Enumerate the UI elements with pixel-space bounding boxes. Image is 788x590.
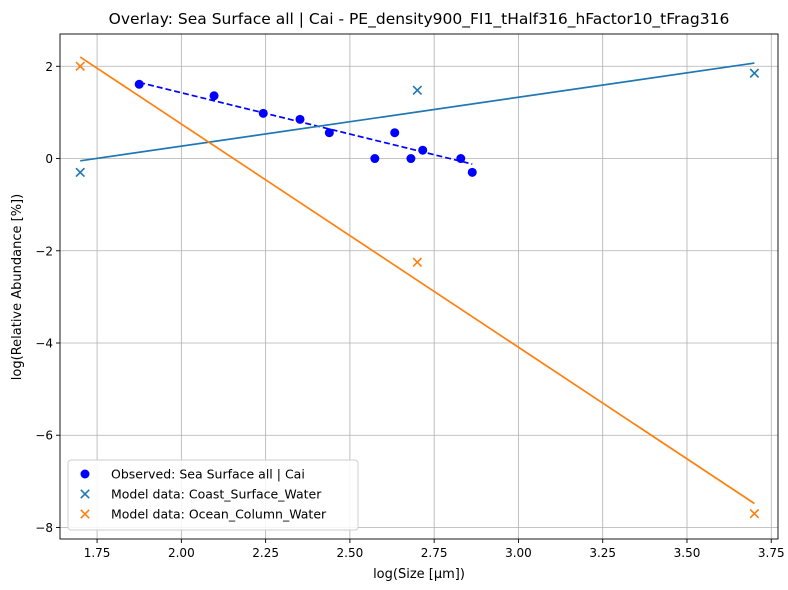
data-point-series-0 [258,108,268,118]
data-point-series-0 [370,154,380,164]
x-tick-label: 3.00 [505,546,532,560]
legend-entry: Observed: Sea Surface all | Cai [111,467,305,482]
y-tick-label: −4 [35,336,53,350]
legend-entry: Model data: Coast_Surface_Water [111,487,322,502]
chart-title: Overlay: Sea Surface all | Cai - PE_dens… [109,10,730,29]
data-point-series-0 [295,114,305,124]
fit-line-series-1 [139,81,473,165]
data-point-series-4 [749,508,760,519]
x-tick-label: 2.50 [337,546,364,560]
data-point-series-2 [412,85,423,96]
x-tick-label: 1.75 [84,546,111,560]
legend-box [67,459,359,531]
data-point-series-0 [134,79,144,89]
data-point-series-2 [749,68,760,78]
x-tick-label: 3.75 [758,546,785,560]
legend-marker [80,489,90,499]
legend-marker [80,469,90,479]
data-point-series-0 [467,167,477,177]
y-axis-label: log(Relative Abundance [%]) [10,194,25,380]
fit-line-series-3 [80,62,755,162]
grid [60,34,778,539]
data-point-series-0 [390,128,400,138]
x-axis-ticks: 1.75 2.00 2.25 2.50 2.75 3.00 3.25 3.50 3.75 [84,539,785,560]
legend-entry: Model data: Ocean_Column_Water [111,507,327,522]
data-point-series-0 [324,128,334,138]
y-tick-label: −8 [35,521,53,535]
y-tick-label: 2 [45,60,53,74]
fit-line-series-5 [79,56,755,505]
x-tick-label: 3.25 [589,546,616,560]
data-point-series-0 [456,154,466,164]
data-point-series-0 [418,145,428,155]
legend-marker [80,509,90,519]
x-tick-label: 3.50 [674,546,701,560]
axes-frame [59,33,779,540]
y-tick-label: −6 [35,429,53,443]
data-point-series-4 [75,61,85,72]
y-tick-label: −2 [35,244,53,258]
plot-area [75,56,760,519]
data-point-series-0 [406,154,416,164]
x-axis-label: log(Size [µm]) [373,567,465,582]
x-tick-label: 2.75 [421,546,448,560]
x-tick-label: 2.00 [168,546,195,560]
x-tick-label: 2.25 [252,546,279,560]
legend: Observed: Sea Surface all | Cai Model dat… [67,459,359,531]
y-tick-label: 0 [45,152,53,166]
data-point-series-0 [209,91,219,101]
y-axis-ticks: −8 −6 −4 −2 0 2 [35,60,60,535]
data-point-series-4 [412,257,423,268]
data-point-series-2 [75,167,85,178]
